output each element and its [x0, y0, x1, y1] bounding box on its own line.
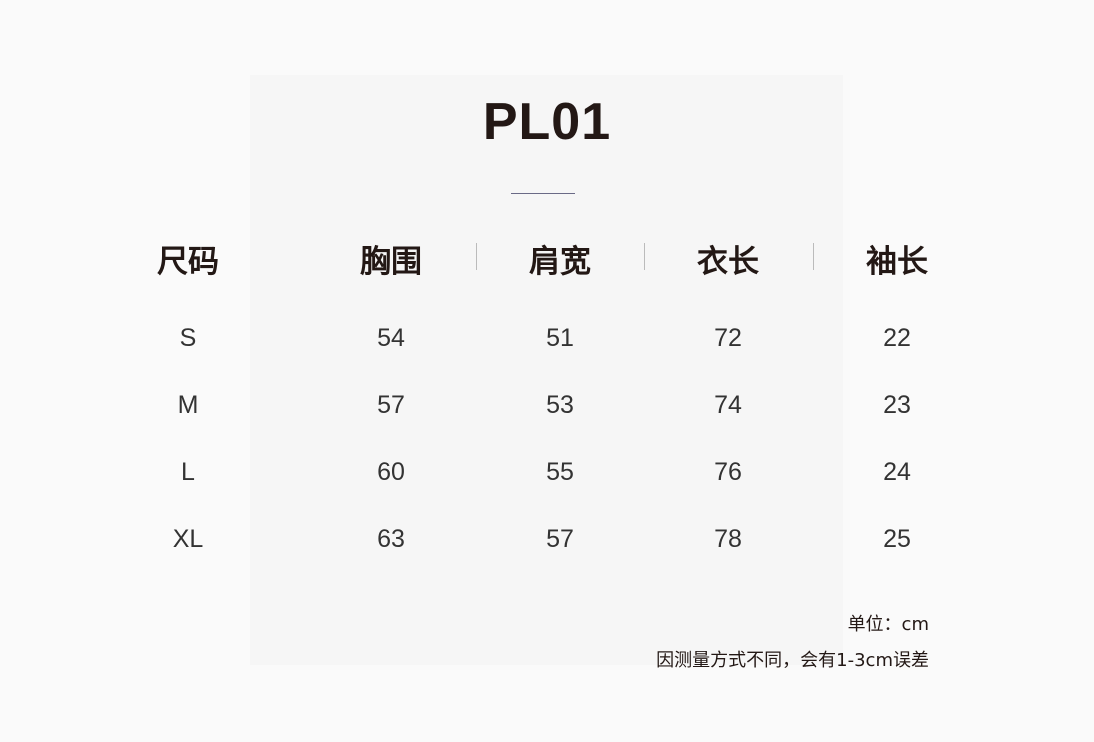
product-code-title: PL01	[482, 93, 612, 151]
measurement-cell: 55	[546, 458, 574, 486]
size-label: L	[181, 458, 195, 486]
title-divider	[511, 193, 575, 194]
measurement-cell: 54	[377, 324, 405, 352]
unit-note: 单位：cm	[847, 614, 929, 635]
measurement-cell: 25	[883, 525, 911, 553]
measurement-cell: 76	[714, 458, 742, 486]
column-separator	[476, 243, 477, 270]
measurement-cell: 60	[377, 458, 405, 486]
column-header: 袖长	[866, 244, 928, 280]
error-note: 因测量方式不同，会有1-3cm误差	[656, 650, 929, 671]
measurement-cell: 57	[377, 391, 405, 419]
measurement-cell: 74	[714, 391, 742, 419]
size-label: S	[179, 324, 197, 352]
size-label: M	[177, 391, 199, 419]
measurement-cell: 63	[377, 525, 405, 553]
measurement-cell: 57	[546, 525, 574, 553]
column-header: 胸围	[360, 244, 422, 280]
measurement-cell: 78	[714, 525, 742, 553]
measurement-cell: 53	[546, 391, 574, 419]
size-label: XL	[172, 525, 204, 553]
column-header: 尺码	[157, 244, 219, 280]
column-separator	[644, 243, 645, 270]
measurement-cell: 23	[883, 391, 911, 419]
size-chart-panel	[250, 75, 843, 665]
column-header: 肩宽	[529, 244, 591, 280]
measurement-cell: 72	[714, 324, 742, 352]
measurement-cell: 51	[546, 324, 574, 352]
column-separator	[813, 243, 814, 270]
measurement-cell: 22	[883, 324, 911, 352]
measurement-cell: 24	[883, 458, 911, 486]
column-header: 衣长	[697, 244, 759, 280]
